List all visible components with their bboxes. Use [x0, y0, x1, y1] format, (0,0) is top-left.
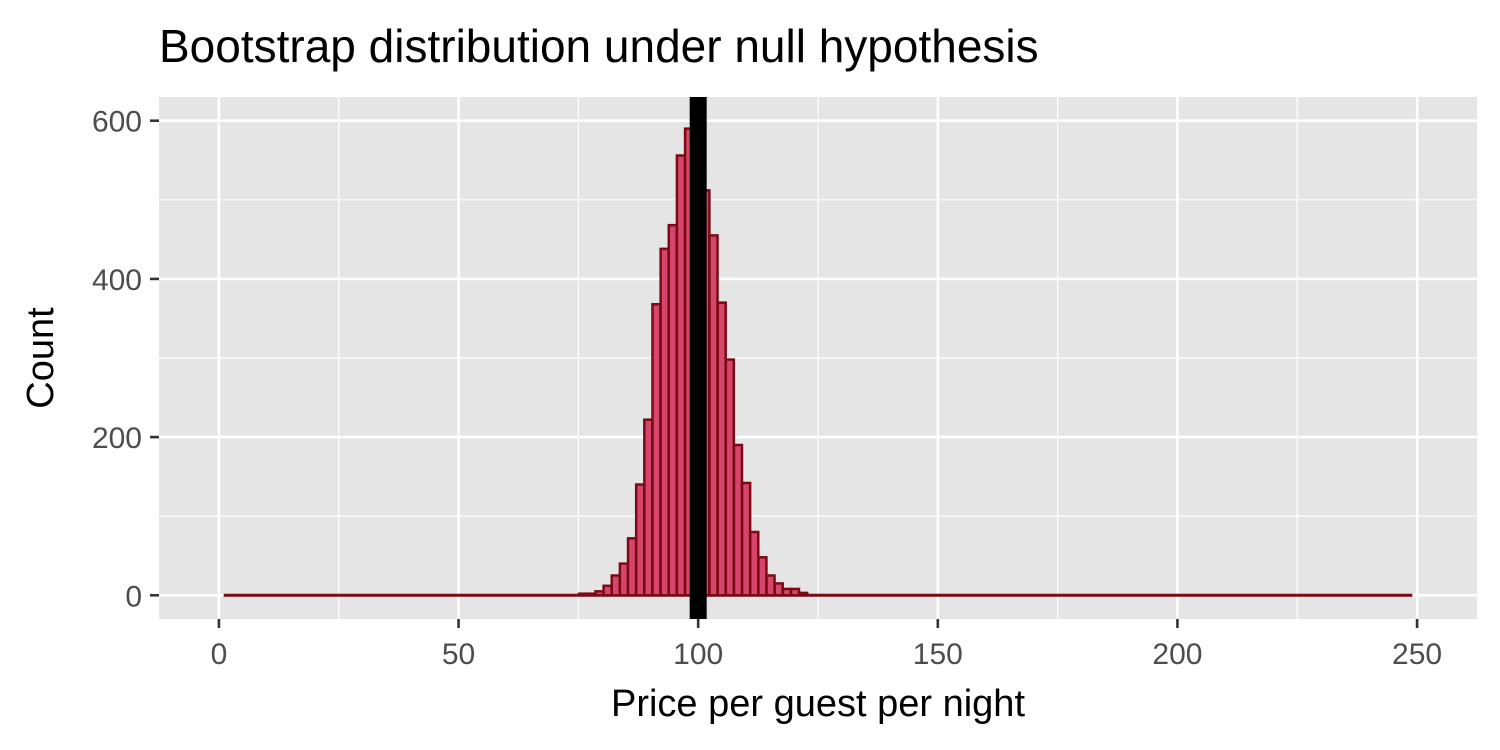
histogram-bar	[659, 247, 670, 597]
histogram-bar	[732, 443, 744, 597]
axes: 0 50 100 150 200 250 0 200 400 600	[92, 106, 1442, 671]
histogram-bar	[749, 530, 760, 597]
y-tick-label: 200	[92, 422, 142, 455]
histogram-bar	[675, 154, 687, 597]
y-axis-title: Count	[20, 307, 62, 409]
histogram-bar	[757, 556, 768, 597]
histogram-bar	[643, 418, 654, 597]
histogram-bar	[716, 301, 727, 597]
histogram-bar	[651, 302, 662, 597]
x-axis-title: Price per guest per night	[611, 683, 1025, 725]
histogram-bar	[765, 574, 776, 597]
histogram-bar	[586, 592, 597, 597]
y-tick-label: 600	[92, 106, 142, 139]
x-tick-label: 200	[1152, 638, 1202, 671]
histogram-bar	[594, 590, 605, 597]
histogram-bar	[634, 483, 646, 597]
histogram-bar	[602, 584, 613, 597]
histogram-bar	[577, 592, 589, 597]
histogram-bar	[781, 587, 793, 597]
minor-gridlines	[159, 97, 1477, 619]
x-tick-label: 100	[673, 638, 723, 671]
histogram-bar	[610, 574, 621, 597]
histogram-bar	[773, 582, 784, 597]
x-tick-label: 250	[1392, 638, 1442, 671]
histogram-bar	[667, 223, 679, 597]
x-tick-label: 0	[211, 638, 228, 671]
histogram-bar	[740, 481, 752, 597]
histogram-bar	[618, 562, 630, 597]
y-tick-label: 400	[92, 264, 142, 297]
histogram-bar	[797, 591, 809, 597]
histogram-bar	[724, 358, 736, 597]
x-tick-label: 50	[442, 638, 475, 671]
chart-title: Bootstrap distribution under null hypoth…	[159, 20, 1039, 72]
histogram-bar	[708, 234, 719, 597]
y-tick-label: 0	[125, 580, 142, 613]
histogram-bar	[789, 587, 801, 597]
x-tick-label: 150	[913, 638, 963, 671]
histogram-bar	[626, 537, 638, 597]
